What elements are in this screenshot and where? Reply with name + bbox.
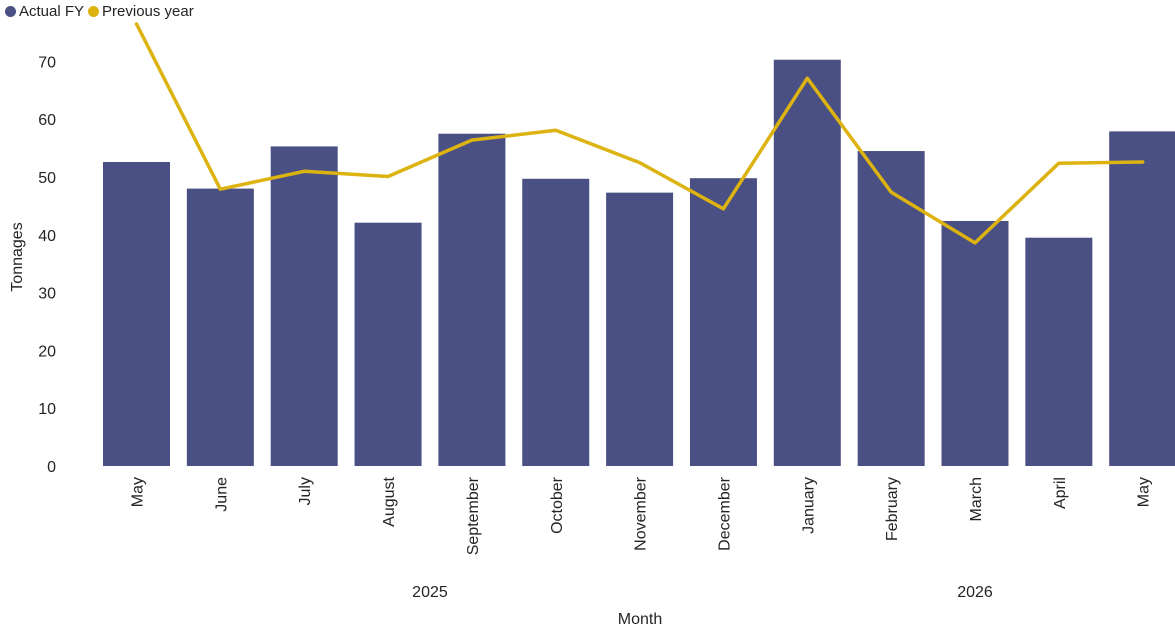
x-tick-label: January <box>800 477 817 534</box>
bar[interactable] <box>689 178 757 466</box>
x-tick-label: November <box>633 476 650 550</box>
x-axis-title: Month <box>618 611 662 628</box>
bar[interactable] <box>186 188 254 466</box>
bar[interactable] <box>103 162 170 466</box>
series-line[interactable] <box>134 22 1145 245</box>
x-tick-label: September <box>465 476 482 555</box>
x-tick-label: July <box>297 477 314 505</box>
y-axis-title: Tonnages <box>9 222 26 291</box>
bar[interactable] <box>941 220 1009 466</box>
y-tick-label: 0 <box>47 459 56 476</box>
y-axis: 0 10 20 30 40 50 60 70 <box>38 54 56 476</box>
legend-item-previous-year[interactable]: Previous year <box>88 3 194 20</box>
bar[interactable] <box>438 133 506 466</box>
y-tick-label: 40 <box>38 228 56 245</box>
bar[interactable] <box>354 222 422 466</box>
x-tick-label: May <box>1136 477 1153 507</box>
x-axis-year-labels: 2025 2026 <box>412 584 993 601</box>
bars-actual-fy <box>103 59 1175 467</box>
x-tick-label: April <box>1052 477 1069 509</box>
y-tick-label: 50 <box>38 170 56 187</box>
x-tick-label: October <box>549 476 566 534</box>
x-tick-label: May <box>130 477 147 507</box>
legend-marker-actual <box>5 5 16 17</box>
y-tick-label: 70 <box>38 54 56 71</box>
x-group-label: 2026 <box>957 584 993 601</box>
x-tick-label: March <box>968 477 985 521</box>
legend-label-previous-year: Previous year <box>102 2 194 20</box>
bar[interactable] <box>522 178 590 467</box>
x-tick-label: August <box>381 476 398 526</box>
x-tick-label: February <box>884 477 901 541</box>
y-tick-label: 20 <box>38 343 56 360</box>
y-tick-label: 10 <box>38 401 56 418</box>
legend: Actual FY Previous year <box>5 1 198 21</box>
bar[interactable] <box>606 192 674 466</box>
x-tick-label: June <box>213 477 230 512</box>
legend-label-actual: Actual FY <box>19 2 85 20</box>
y-tick-label: 60 <box>38 112 56 129</box>
bar[interactable] <box>773 59 841 467</box>
x-axis: May June July August September October Novembe… <box>130 476 1153 555</box>
bar[interactable] <box>1109 131 1175 466</box>
legend-item-actual[interactable]: Actual FY <box>5 3 84 20</box>
bar[interactable] <box>1025 237 1093 466</box>
bar[interactable] <box>270 146 338 466</box>
x-group-label: 2025 <box>412 584 448 601</box>
legend-marker-previous-year <box>88 5 100 17</box>
y-tick-label: 30 <box>38 286 56 303</box>
line-previous-year <box>134 22 1145 245</box>
bar[interactable] <box>857 151 925 466</box>
x-tick-label: December <box>716 476 733 550</box>
